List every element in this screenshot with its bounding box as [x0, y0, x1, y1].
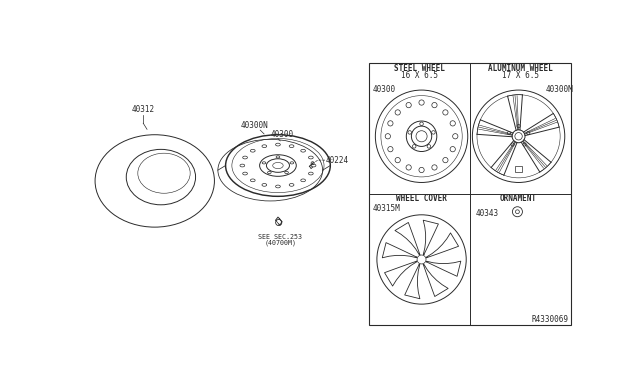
Text: 40343: 40343 [476, 209, 499, 218]
Text: STEEL WHEEL: STEEL WHEEL [394, 64, 445, 73]
Text: 16 X 6.5: 16 X 6.5 [401, 71, 438, 80]
Bar [515, 166, 522, 172]
Text: 40300M: 40300M [546, 86, 573, 94]
Text: ALUMINUM WHEEL: ALUMINUM WHEEL [488, 64, 552, 73]
Text: 40315M: 40315M [372, 204, 401, 213]
Text: 40300: 40300 [372, 86, 396, 94]
Text: 40300: 40300 [270, 130, 293, 139]
Text: 17 X 6.5: 17 X 6.5 [502, 71, 539, 80]
Text: WHEEL COVER: WHEEL COVER [396, 194, 447, 203]
Text: 40312: 40312 [132, 105, 155, 113]
Text: SEE SEC.253: SEE SEC.253 [259, 234, 302, 240]
Bar [369, 63, 570, 325]
Text: (40700M): (40700M) [264, 240, 296, 246]
Text: R4330069: R4330069 [531, 315, 568, 324]
Text: 40300N: 40300N [240, 121, 268, 130]
Text: ORNAMENT: ORNAMENT [500, 194, 537, 203]
Text: 40224: 40224 [326, 156, 349, 165]
